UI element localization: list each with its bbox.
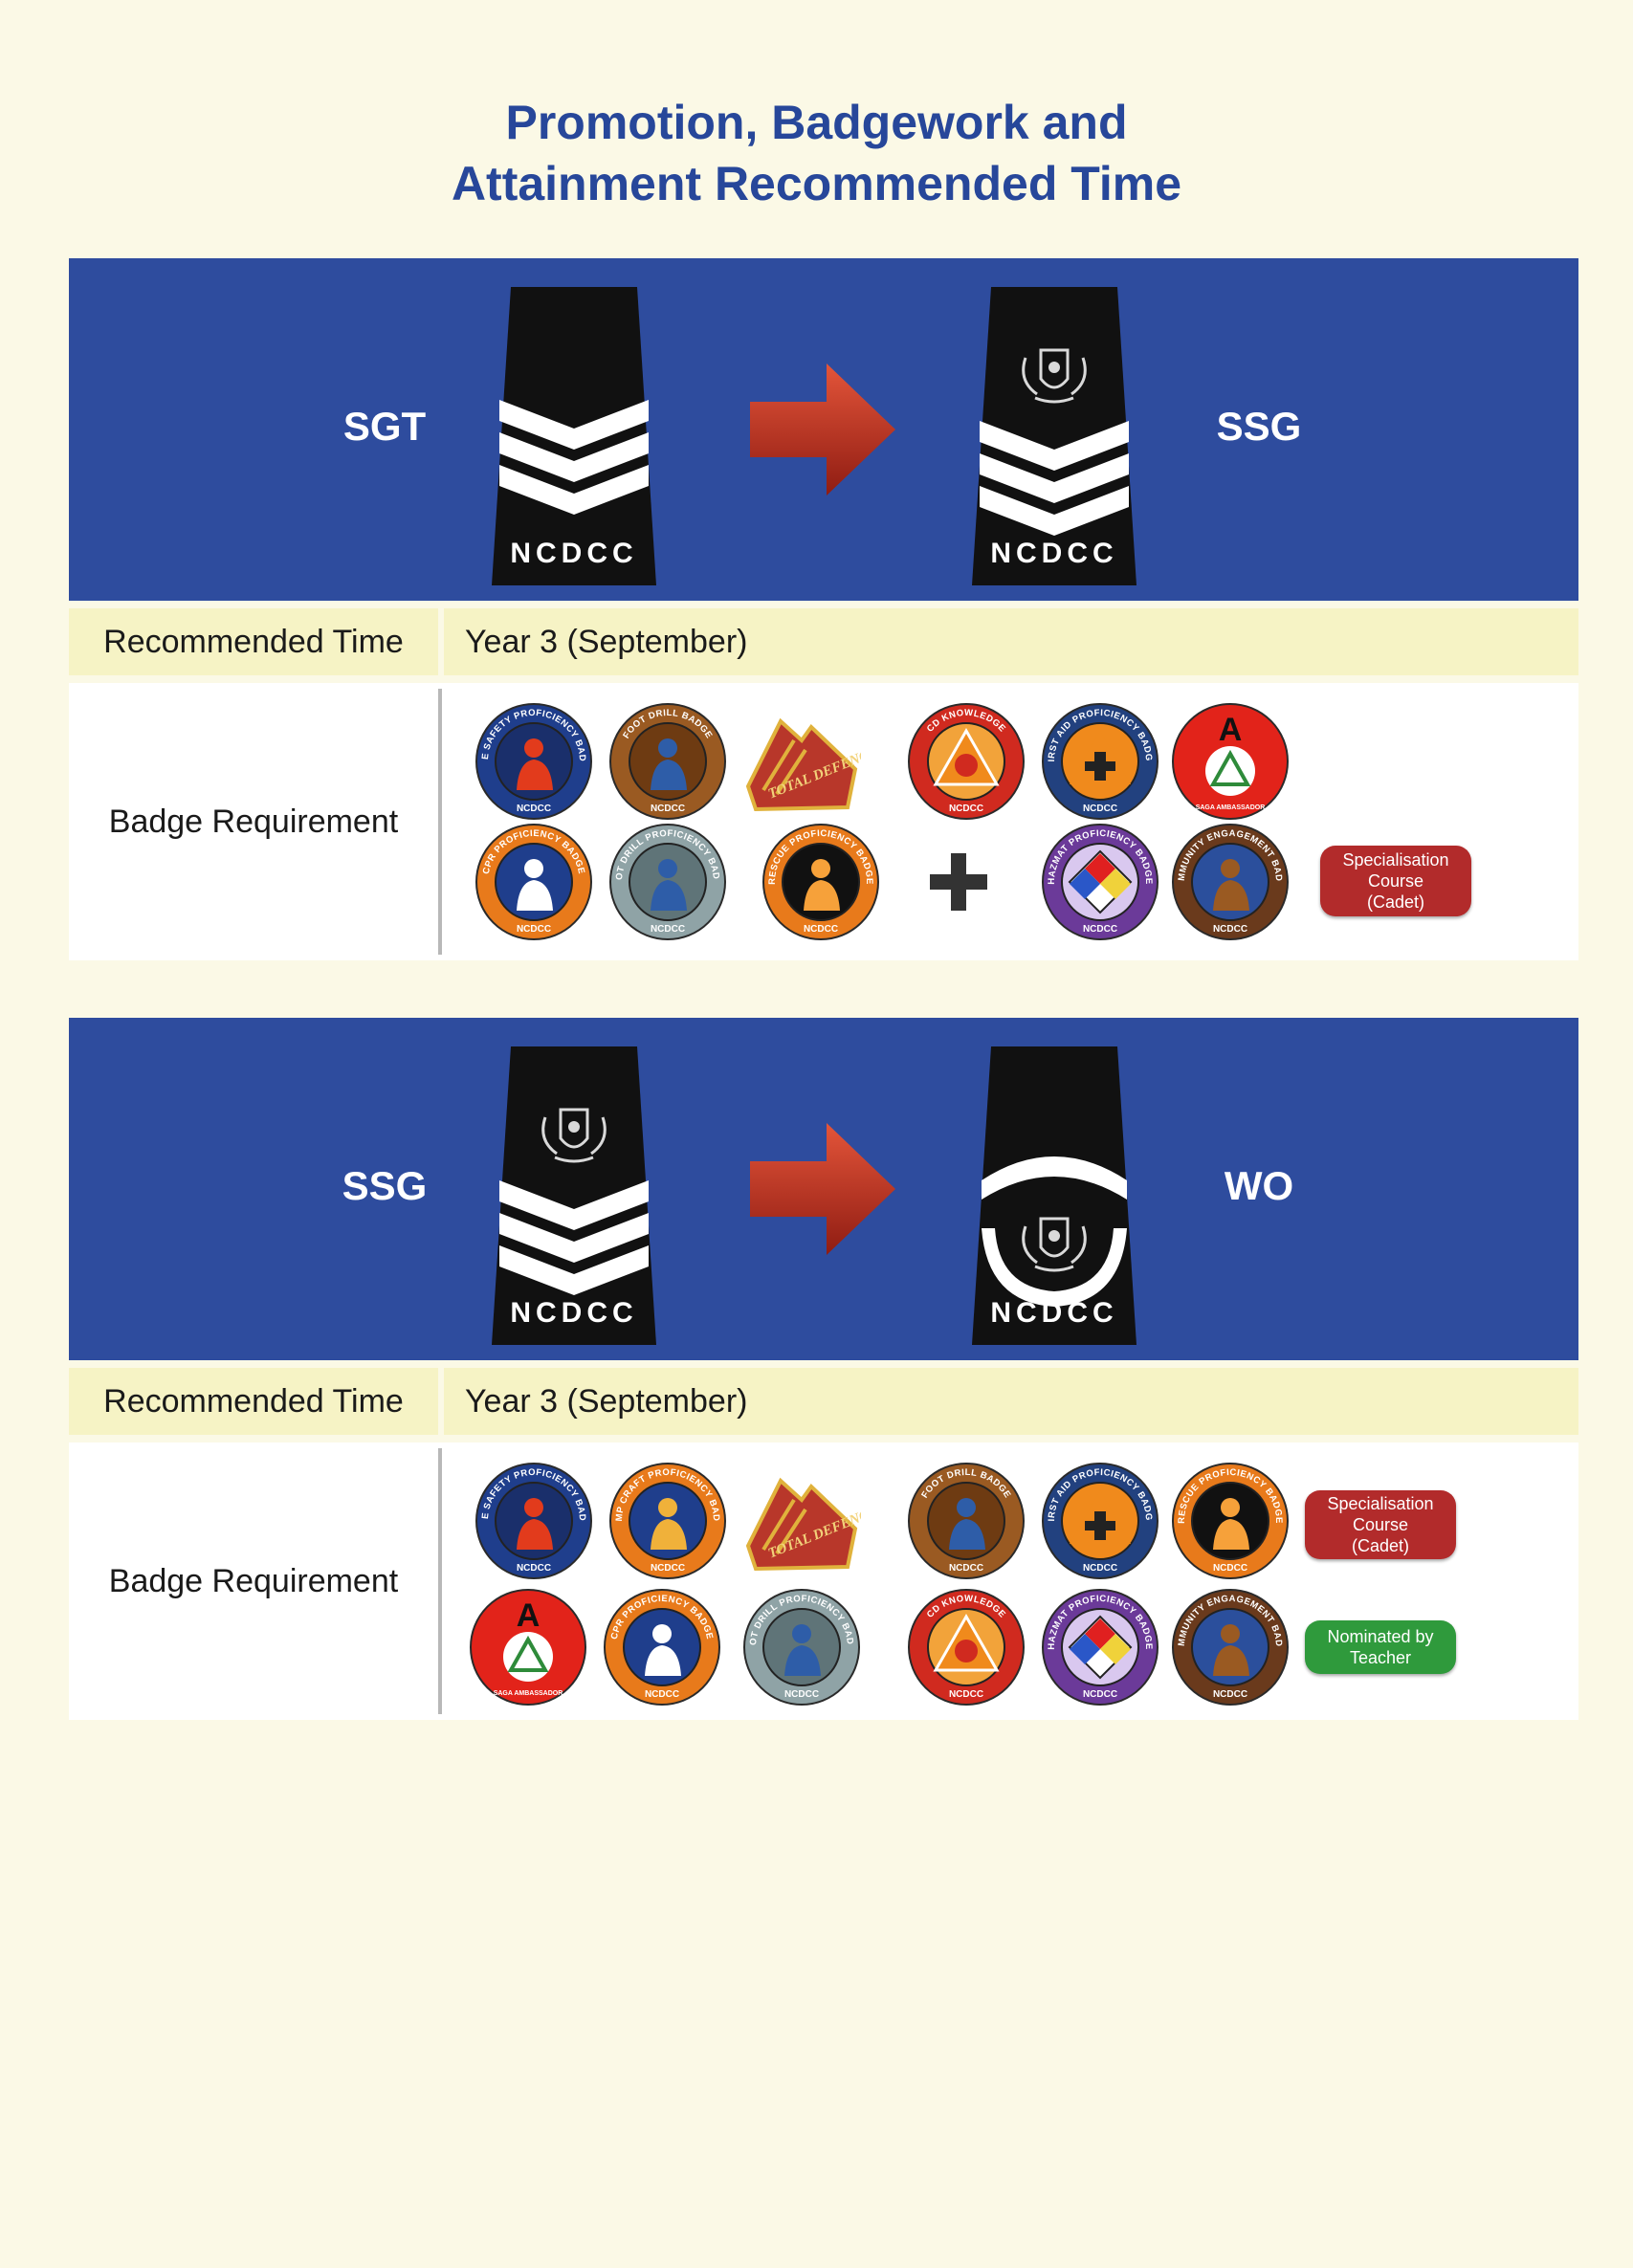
badge-base-text: NCDCC — [949, 804, 983, 814]
specialisation-course-badge: Specialisation Course (Cadet) — [1320, 846, 1471, 916]
to-rank: WO — [1224, 1163, 1294, 1208]
badge-requirement-label: Badge Requirement — [108, 803, 399, 840]
total-defence-pin-icon: TOTAL DEFENCE — [742, 702, 880, 821]
plus-icon — [928, 851, 989, 913]
badge-base-text: NCDCC — [517, 1563, 551, 1574]
cd-knowledge-badge-icon: CD KNOWLEDGE NCDCC — [907, 1588, 1026, 1707]
epaulette-text: NCDCC — [510, 538, 637, 569]
page-title-line-1: Promotion, Badgework and — [505, 96, 1128, 149]
badge-base-text: NCDCC — [517, 804, 551, 814]
badge-requirement-row: Badge Requirement FIRE SAFETY PROFICIENCY… — [69, 683, 1578, 960]
row-separator — [438, 1368, 444, 1435]
rank-band: SGT SSG NCDCC NCDCC — [69, 258, 1578, 601]
to-rank: SSG — [1216, 404, 1302, 449]
epaulette-text: NCDCC — [990, 1297, 1117, 1329]
page-title-line-2: Attainment Recommended Time — [451, 157, 1182, 210]
recommended-time-label: Recommended Time — [103, 1383, 404, 1420]
specialisation-course-badge: Specialisation Course (Cadet) — [1305, 1490, 1456, 1559]
crest-chevron-3-icon: NCDCC — [492, 1046, 656, 1345]
foot-drill-badge-icon: FOOT DRILL BADGE NCDCC — [608, 702, 727, 821]
badge-base-text: NCDCC — [1083, 1689, 1117, 1700]
recommended-time-value: Year 3 (September) — [465, 624, 748, 660]
cpr-badge-icon: CPR PROFICIENCY BADGE NCDCC — [603, 1588, 721, 1707]
badge-base-text: SAGA AMBASSADOR — [1196, 804, 1266, 811]
badge-base-text: NCDCC — [651, 924, 685, 935]
rank-band: SSG WO NCDCC NCDCC — [69, 1018, 1578, 1360]
badge-requirement-label: Badge Requirement — [108, 1562, 399, 1599]
arrow-right-icon — [750, 1123, 895, 1255]
badge-base-text: NCDCC — [517, 924, 551, 935]
cpr-badge-icon: CPR PROFICIENCY BADGE NCDCC — [474, 823, 593, 941]
promotion-arrow — [746, 358, 899, 501]
promotion-arrow — [746, 1117, 899, 1261]
badge-base-text: NCDCC — [1213, 924, 1247, 935]
badge-divider — [438, 1448, 442, 1714]
from-epaulette: NCDCC — [488, 287, 660, 585]
badge-divider — [438, 689, 442, 955]
hazmat-badge-icon: HAZMAT PROFICIENCY BADGE NCDCC — [1041, 1588, 1159, 1707]
badge-base-text: NCDCC — [784, 1689, 819, 1700]
from-rank: SGT — [342, 404, 427, 449]
crest-icon — [1022, 348, 1087, 404]
epaulette-text: NCDCC — [990, 538, 1117, 569]
row-separator — [438, 608, 444, 675]
epaulette-text: NCDCC — [510, 1297, 637, 1329]
badge-base-text: SAGA AMBASSADOR — [494, 1690, 563, 1697]
badge-ring-text: A — [517, 1597, 541, 1634]
foot-drill-badge-icon: FOOT DRILL BADGE NCDCC — [907, 1462, 1026, 1580]
promotion-section: SGT SSG NCDCC NCDCC Recommended Time Year 3 (… — [69, 258, 1578, 962]
badge-requirement-row: Badge Requirement FIRE SAFETY PROFICIENCY… — [69, 1442, 1578, 1720]
crest-icon — [1022, 1217, 1087, 1272]
saga-ambassador-badge-icon: A SAGA AMBASSADOR — [1171, 702, 1290, 821]
page-title: Promotion, Badgework and Attainment Reco… — [0, 92, 1633, 214]
chevron-3-icon: NCDCC — [492, 287, 656, 585]
badge-base-text: NCDCC — [1083, 804, 1117, 814]
arrow-right-icon — [750, 363, 895, 495]
badge-base-text: NCDCC — [1213, 1689, 1247, 1700]
crest-chevron-3-icon: NCDCC — [972, 287, 1136, 585]
hazmat-badge-icon: HAZMAT PROFICIENCY BADGE NCDCC — [1041, 823, 1159, 941]
badge-base-text: NCDCC — [949, 1689, 983, 1700]
crest-icon — [541, 1108, 607, 1163]
badge-base-text: NCDCC — [949, 1563, 983, 1574]
recommended-time-label: Recommended Time — [103, 624, 404, 660]
badge-base-text: NCDCC — [1083, 924, 1117, 935]
badge-base-text: NCDCC — [1083, 1563, 1117, 1574]
from-rank: SSG — [342, 1163, 428, 1208]
to-epaulette: NCDCC — [968, 287, 1140, 585]
cd-knowledge-badge-icon: CD KNOWLEDGE NCDCC — [907, 702, 1026, 821]
total-defence-pin-icon: TOTAL DEFENCE — [742, 1462, 880, 1580]
nominated-by-teacher-badge: Nominated by Teacher — [1305, 1620, 1456, 1674]
rescue-badge-icon: RESCUE PROFICIENCY BADGE NCDCC — [761, 823, 880, 941]
recommended-time-value: Year 3 (September) — [465, 1383, 748, 1420]
badge-base-text: NCDCC — [1213, 1563, 1247, 1574]
badge-base-text: NCDCC — [645, 1689, 679, 1700]
to-epaulette: NCDCC — [968, 1046, 1140, 1345]
saga-ambassador-badge-icon: A SAGA AMBASSADOR — [469, 1588, 587, 1707]
recommended-time-row: Recommended Time Year 3 (September) — [69, 1368, 1578, 1435]
badge-base-text: NCDCC — [651, 804, 685, 814]
warrant-officer-crest-icon: NCDCC — [972, 1046, 1136, 1345]
promotion-section: SSG WO NCDCC NCDCC Recommended Time Year 3 (S… — [69, 1018, 1578, 1722]
badge-ring-text: A — [1219, 712, 1243, 748]
from-epaulette: NCDCC — [488, 1046, 660, 1345]
badge-base-text: NCDCC — [651, 1563, 685, 1574]
badge-base-text: NCDCC — [804, 924, 838, 935]
recommended-time-row: Recommended Time Year 3 (September) — [69, 608, 1578, 675]
rescue-badge-icon: RESCUE PROFICIENCY BADGE NCDCC — [1171, 1462, 1290, 1580]
